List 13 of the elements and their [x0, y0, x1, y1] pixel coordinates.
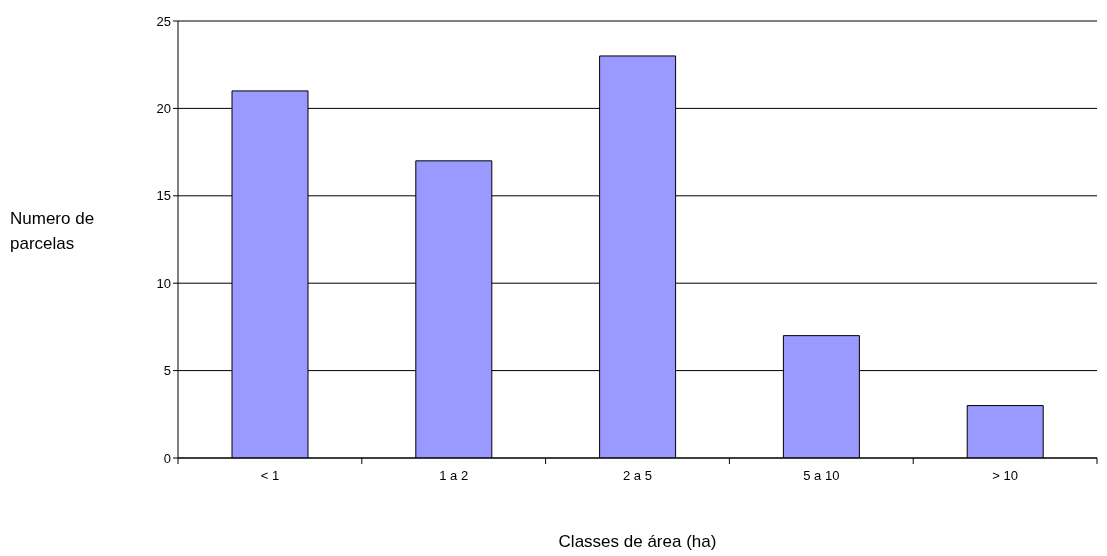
- y-tick-label: 10: [156, 275, 171, 291]
- y-tick-label: 0: [163, 450, 171, 466]
- x-tick-label: 2 a 5: [623, 468, 652, 483]
- x-tick-label: > 10: [992, 468, 1018, 483]
- x-tick-label: 5 a 10: [803, 468, 840, 483]
- x-tick-label: < 1: [260, 468, 280, 483]
- y-tick-label: 5: [163, 363, 171, 379]
- y-tick-label: 15: [156, 188, 171, 204]
- y-axis-title: Numero de parcelas: [10, 208, 96, 255]
- x-axis-title: Classes de área (ha): [557, 532, 718, 552]
- y-tick-label: 25: [156, 13, 171, 29]
- x-tick-label: 1 a 2: [439, 468, 469, 483]
- y-tick-label: 20: [156, 101, 171, 117]
